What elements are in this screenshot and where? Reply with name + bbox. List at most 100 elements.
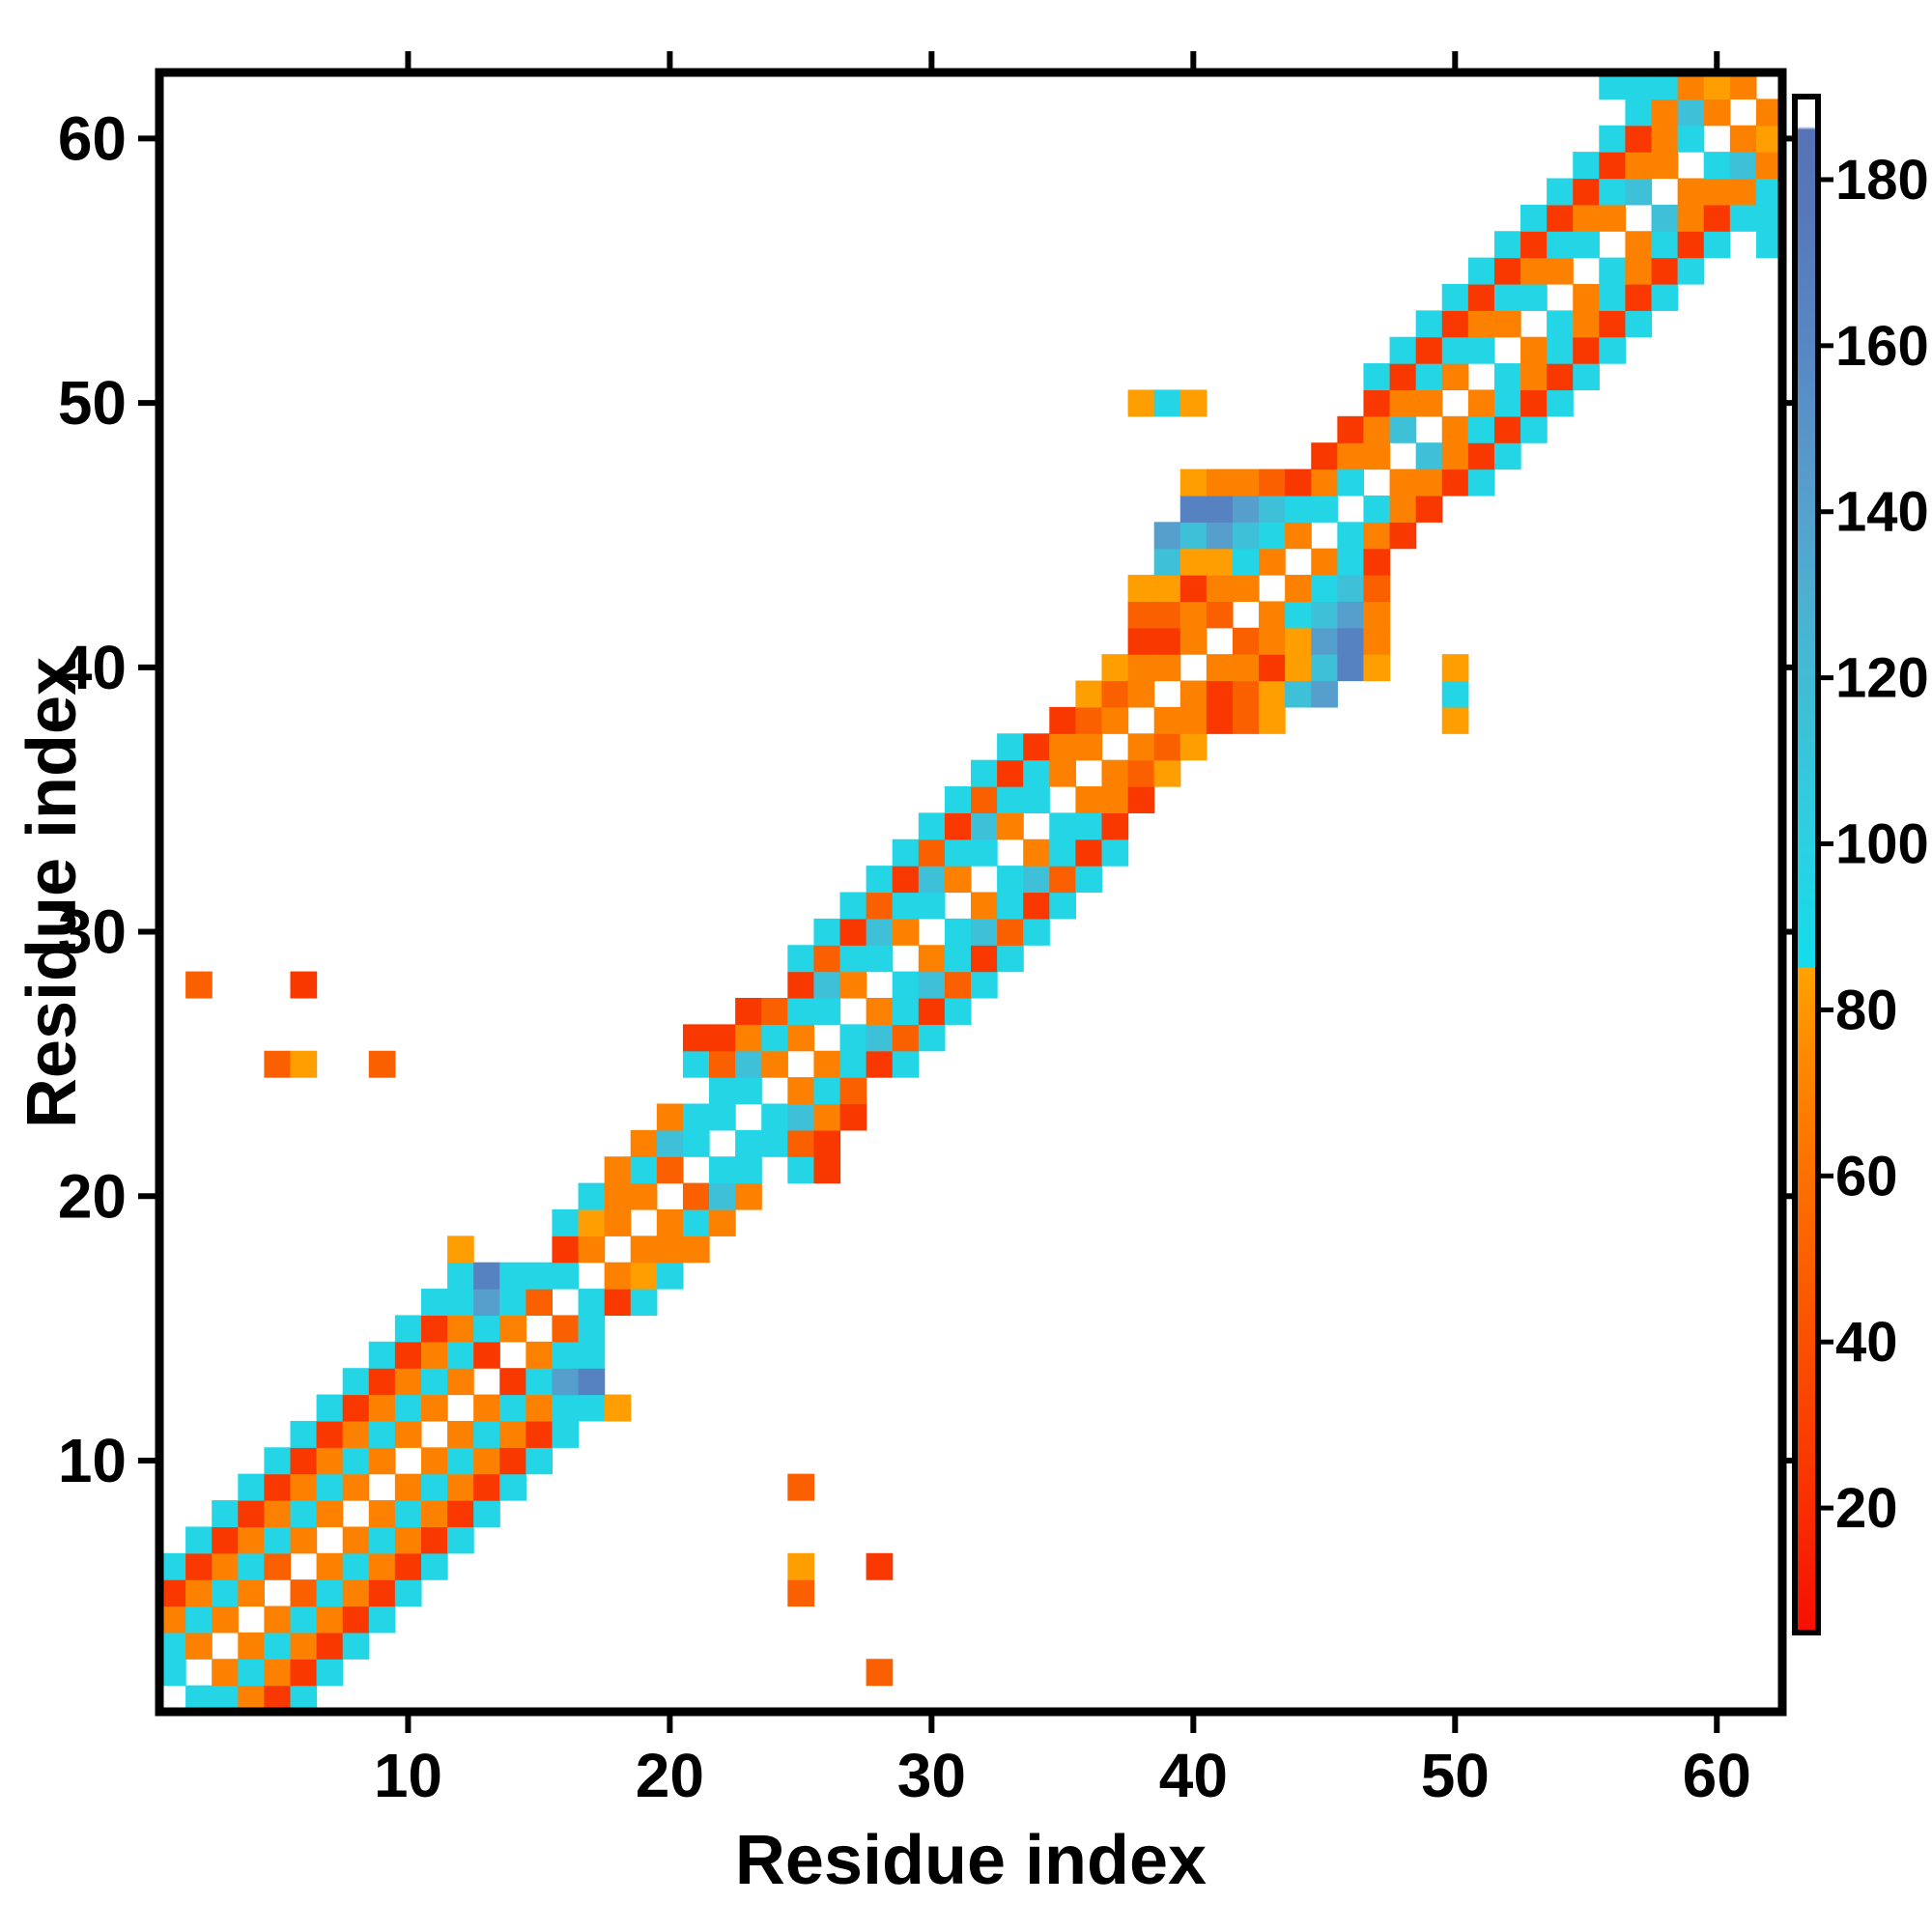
contact-cell: [1075, 866, 1103, 894]
contact-cell: [1467, 336, 1495, 364]
contact-cell: [1441, 336, 1469, 364]
contact-cell: [709, 1103, 736, 1131]
contact-cell: [420, 1447, 448, 1475]
heatmap-cells: [159, 72, 1783, 1713]
contact-cell: [1389, 469, 1417, 497]
contact-cell: [1075, 680, 1103, 708]
contact-cell: [447, 1315, 474, 1343]
contact-cell: [1625, 125, 1653, 153]
contact-cell: [552, 1262, 580, 1290]
colorbar: [1792, 94, 1821, 1635]
contact-cell: [342, 1447, 370, 1475]
contact-cell: [918, 838, 946, 867]
contact-cell: [290, 971, 318, 999]
contact-cell: [1599, 310, 1627, 338]
contact-cell: [368, 1605, 396, 1634]
contact-cell: [473, 1447, 500, 1475]
contact-cell: [394, 1394, 422, 1422]
contact-cell: [735, 1024, 762, 1052]
contact-cell: [473, 1262, 500, 1290]
contact-cell: [1153, 654, 1181, 682]
contact-cell: [997, 945, 1024, 973]
colorbar-tick-label: 120: [1835, 647, 1929, 710]
contact-cell: [918, 945, 946, 973]
contact-cell: [1232, 575, 1260, 603]
contact-cell: [1520, 363, 1548, 391]
contact-cell: [1206, 548, 1234, 576]
contact-cell: [1363, 363, 1391, 391]
contact-cell: [1493, 310, 1521, 338]
axis-tick-labels: 10 20 30 40 50 60 10 20 30 40 50 60: [58, 103, 1751, 1810]
contact-cell: [394, 1341, 422, 1369]
contact-cell: [552, 1236, 580, 1264]
contact-cell: [997, 786, 1024, 813]
contact-cell: [1311, 495, 1338, 523]
contact-cell: [1206, 575, 1234, 603]
contact-cell: [971, 786, 998, 813]
contact-cell: [1259, 548, 1286, 576]
contact-cell: [526, 1368, 554, 1396]
contact-cell: [944, 971, 972, 999]
contact-cell: [499, 1447, 526, 1475]
contact-cell: [787, 1103, 815, 1131]
contact-cell: [1467, 469, 1495, 497]
contact-cell: [1023, 733, 1050, 761]
contact-cell: [473, 1341, 500, 1369]
contact-cell: [709, 1156, 736, 1184]
contact-cell: [682, 1236, 710, 1264]
contact-cell: [1363, 654, 1391, 682]
contact-cell: [394, 1526, 422, 1554]
colorbar-gradient: [1795, 97, 1818, 1633]
contact-cell: [1677, 99, 1705, 127]
contact-cell: [499, 1368, 526, 1396]
contact-cell: [866, 1659, 894, 1687]
contact-cell: [709, 1182, 736, 1210]
contact-cell: [1127, 733, 1155, 761]
contact-cell: [971, 759, 998, 787]
colorbar-tick-labels: 20 40 60 80 100 120 140 160 180: [1821, 149, 1929, 1540]
contact-cell: [787, 1156, 815, 1184]
contact-cell: [971, 918, 998, 946]
contact-cell: [499, 1289, 526, 1317]
contact-cell: [1363, 389, 1391, 417]
contact-cell: [185, 971, 213, 999]
contact-cell: [1337, 469, 1365, 497]
contact-cell: [813, 1129, 841, 1157]
contact-cell: [709, 1024, 736, 1052]
contact-cell: [316, 1500, 344, 1527]
colorbar-tick-label: 100: [1835, 813, 1929, 876]
contact-cell: [1651, 72, 1679, 99]
contact-cell: [1363, 415, 1391, 443]
contact-cell: [1259, 706, 1286, 734]
contact-cell: [630, 1182, 658, 1210]
contact-cell: [1363, 522, 1391, 550]
contact-cell: [342, 1394, 370, 1422]
contact-cell: [552, 1341, 580, 1369]
contact-cell: [499, 1262, 526, 1290]
contact-cell: [1179, 469, 1208, 497]
contact-cell: [997, 733, 1024, 761]
contact-cell: [735, 997, 762, 1025]
contact-cell: [1573, 336, 1600, 364]
contact-cell: [866, 866, 894, 894]
contact-cell: [212, 1659, 239, 1687]
contact-cell: [264, 1605, 292, 1634]
contact-cell: [1259, 495, 1286, 523]
contact-cell: [159, 1632, 186, 1660]
colorbar-tick-label: 40: [1835, 1311, 1898, 1374]
contact-cell: [264, 1447, 292, 1475]
contact-cell: [1363, 627, 1391, 655]
contact-cell: [1153, 575, 1181, 603]
contact-cell: [290, 1605, 318, 1634]
contact-cell: [656, 1236, 684, 1264]
contact-cell: [682, 1024, 710, 1052]
x-tick-label: 50: [1421, 1741, 1490, 1810]
contact-cell: [1363, 601, 1391, 629]
contact-cell: [1285, 522, 1312, 550]
contact-cell: [839, 1050, 867, 1078]
contact-cell: [1415, 389, 1443, 417]
contact-cell: [1599, 72, 1627, 99]
contact-cell: [1049, 866, 1076, 894]
contact-cell: [238, 1579, 265, 1607]
